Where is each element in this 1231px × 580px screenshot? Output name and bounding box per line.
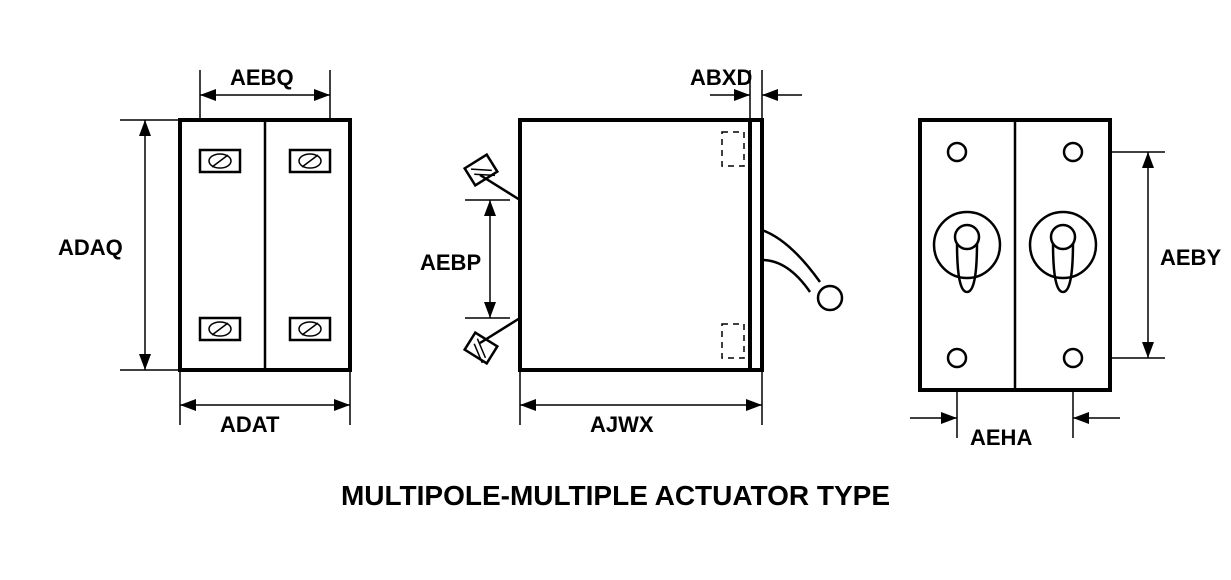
label-aeby: AEBY — [1160, 245, 1221, 271]
diagram-container: AEBQ ADAQ ADAT — [50, 60, 1180, 420]
actuator-icon — [934, 212, 1000, 292]
right-view-svg — [50, 60, 1230, 460]
diagram-title: MULTIPOLE-MULTIPLE ACTUATOR TYPE — [0, 480, 1231, 512]
dim-aeby — [1110, 152, 1165, 358]
right-view: AEBY AEHA — [50, 60, 1230, 460]
actuator-icon — [1030, 212, 1096, 292]
label-aeha: AEHA — [970, 425, 1032, 451]
